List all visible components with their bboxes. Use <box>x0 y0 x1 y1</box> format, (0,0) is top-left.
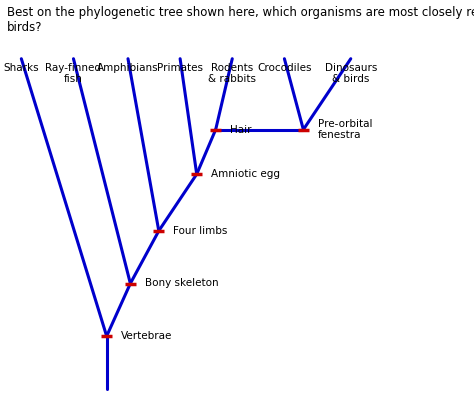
Text: Amniotic egg: Amniotic egg <box>211 169 280 179</box>
Text: Best on the phylogenetic tree shown here, which organisms are most closely relat: Best on the phylogenetic tree shown here… <box>7 6 474 34</box>
Text: Bony skeleton: Bony skeleton <box>145 279 218 288</box>
Text: Four limbs: Four limbs <box>173 226 228 236</box>
Text: Pre-orbital
fenestra: Pre-orbital fenestra <box>318 119 372 141</box>
Text: Primates: Primates <box>157 63 203 73</box>
Text: Crocodiles: Crocodiles <box>257 63 311 73</box>
Text: Rodents
& rabbits: Rodents & rabbits <box>208 63 256 84</box>
Text: Dinosaurs
& birds: Dinosaurs & birds <box>325 63 377 84</box>
Text: Ray-finned
fish: Ray-finned fish <box>46 63 101 84</box>
Text: Amphibians: Amphibians <box>97 63 159 73</box>
Text: Vertebrae: Vertebrae <box>121 331 172 341</box>
Text: Sharks: Sharks <box>3 63 39 73</box>
Text: Hair: Hair <box>230 125 251 134</box>
